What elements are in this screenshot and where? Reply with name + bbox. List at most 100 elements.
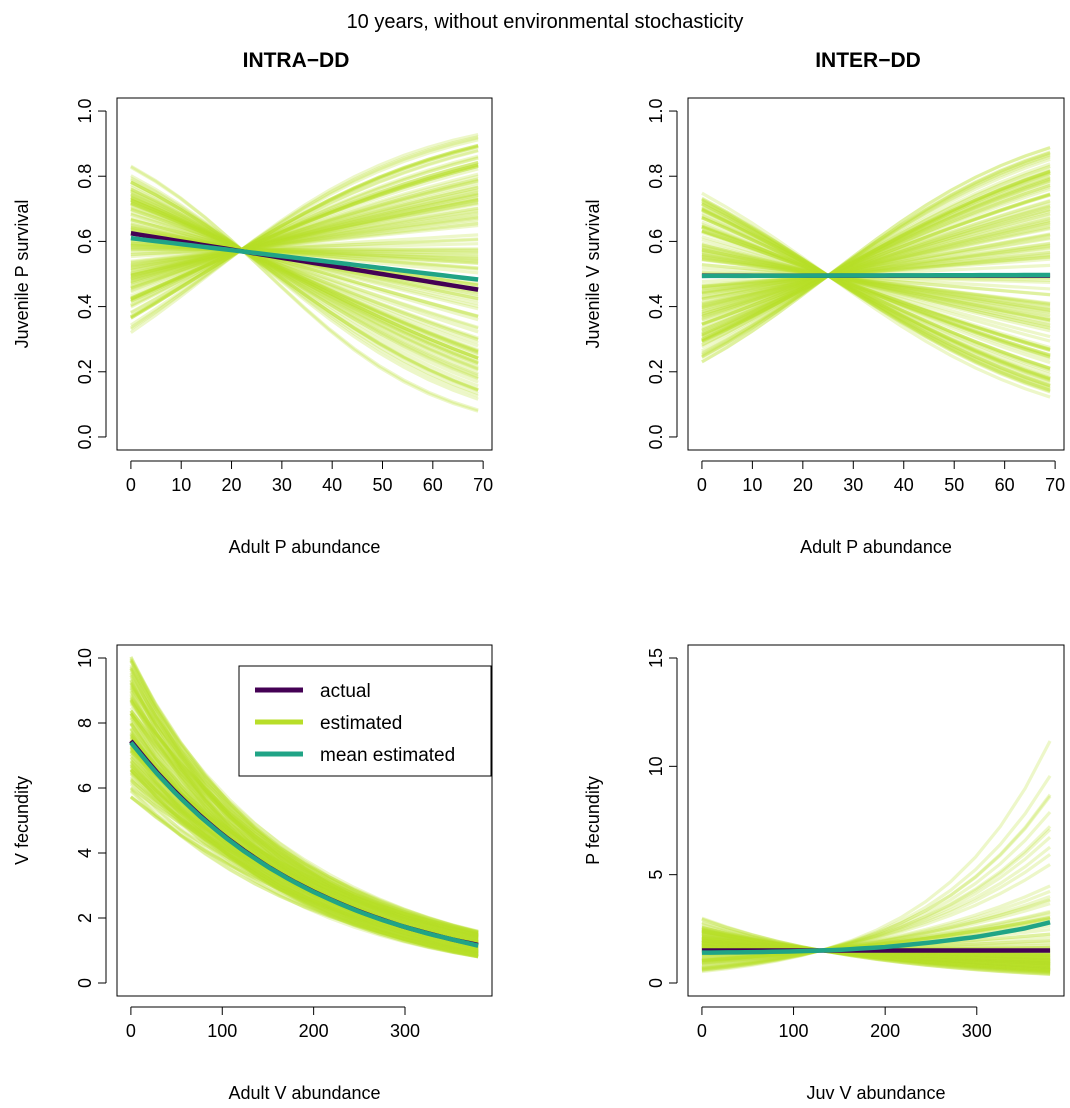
- estimated-curve: [130, 210, 479, 270]
- estimated-curve: [130, 167, 479, 298]
- y-tick-label: 10: [646, 756, 666, 776]
- y-tick-label: 0.4: [646, 294, 666, 319]
- estimated-curve: [701, 894, 1051, 966]
- x-axis-label: Juv V abundance: [806, 1083, 945, 1103]
- estimated-curve: [701, 919, 1051, 962]
- estimated-curve: [701, 171, 1051, 341]
- estimated-curve: [130, 191, 479, 281]
- estimated-curve: [701, 929, 1051, 972]
- estimated-curve: [129, 746, 479, 957]
- estimated-curve: [130, 198, 479, 360]
- estimated-curve: [130, 201, 479, 354]
- estimated-curve: [129, 680, 479, 957]
- estimated-curve: [129, 710, 479, 939]
- estimated-curve: [130, 163, 479, 301]
- estimated-curve: [701, 205, 1051, 318]
- estimated-curve: [129, 765, 479, 934]
- estimated-curve: [701, 935, 1051, 968]
- estimated-curve: [130, 185, 479, 285]
- x-tick-label: 30: [843, 475, 863, 495]
- actual-curve: [130, 231, 479, 292]
- estimated-curve: [129, 761, 479, 951]
- estimated-curve: [701, 216, 1051, 370]
- estimated-curve: [129, 687, 479, 936]
- x-tick-label: 60: [423, 475, 443, 495]
- estimated-curve: [701, 193, 1051, 326]
- estimated-curve: [701, 924, 1051, 974]
- estimated-curve: [701, 941, 1051, 963]
- y-tick-label: 8: [75, 718, 95, 728]
- estimated-curve: [701, 897, 1051, 965]
- estimated-curve: [129, 709, 479, 944]
- estimated-curve: [130, 246, 479, 255]
- estimated-curve: [701, 202, 1051, 387]
- x-tick-label: 40: [894, 475, 914, 495]
- estimated-curve: [130, 214, 479, 269]
- panel-v-fecundity: 0 100 200 300 Adult V abundance 0 2 4 6 8 10 V fecu…: [12, 644, 493, 1103]
- estimated-curve: [129, 756, 479, 940]
- estimated-curve: [701, 938, 1051, 966]
- estimated-curve: [701, 253, 1051, 313]
- estimated-curve: [130, 156, 479, 307]
- estimated-curve: [130, 187, 479, 381]
- estimated-curve: [701, 917, 1051, 962]
- estimated-curve: [701, 936, 1051, 967]
- estimated-curve: [701, 243, 1051, 330]
- estimated-curve: [130, 192, 479, 371]
- estimated-curve: [130, 208, 479, 271]
- estimated-curve: [701, 193, 1051, 326]
- estimated-curve: [701, 254, 1051, 312]
- estimated-curve: [701, 930, 1051, 971]
- y-tick-label: 0.4: [75, 294, 95, 319]
- estimated-curve: [701, 942, 1051, 962]
- estimated-curve: [701, 925, 1051, 974]
- x-tick-label: 70: [1045, 475, 1065, 495]
- y-tick-label: 0.2: [646, 359, 666, 384]
- estimated-curve: [701, 935, 1051, 968]
- estimated-curve: [701, 251, 1051, 317]
- estimated-curve: [701, 216, 1051, 370]
- estimated-curve: [701, 237, 1051, 299]
- estimated-curve: [129, 795, 479, 948]
- estimated-curve: [130, 160, 479, 304]
- estimated-curve: [130, 193, 479, 280]
- estimated-curve: [130, 243, 479, 261]
- legend-label-estimated: estimated: [320, 713, 402, 734]
- estimated-curve: [701, 939, 1051, 965]
- estimated-curve: [129, 768, 479, 950]
- plot-lines: [701, 740, 1052, 976]
- estimated-curve: [701, 204, 1051, 319]
- estimated-curve: [129, 741, 479, 939]
- estimated-curve: [129, 756, 479, 955]
- estimated-curve: [701, 258, 1051, 305]
- estimated-curve: [130, 189, 479, 377]
- estimated-curve: [701, 224, 1051, 359]
- estimated-curve: [130, 223, 479, 263]
- estimated-curve: [701, 208, 1051, 380]
- estimated-curve: [701, 229, 1051, 351]
- estimated-curve: [130, 195, 479, 366]
- estimated-curve: [701, 917, 1051, 976]
- estimated-curve: [701, 940, 1051, 964]
- estimated-curve: [701, 245, 1051, 327]
- estimated-curve: [129, 733, 479, 957]
- estimated-curve: [129, 766, 479, 936]
- estimated-curve: [701, 151, 1051, 359]
- estimated-curve: [701, 912, 1051, 963]
- estimated-curve: [130, 192, 479, 372]
- estimated-curve: [129, 746, 479, 933]
- estimated-curve: [130, 163, 479, 302]
- estimated-curve: [130, 223, 479, 306]
- estimated-curve: [129, 658, 479, 953]
- estimated-curve: [701, 255, 1051, 288]
- estimated-curve: [701, 169, 1051, 343]
- estimated-curve: [129, 690, 479, 958]
- y-tick-label: 2: [75, 913, 95, 923]
- x-tick-label: 20: [793, 475, 813, 495]
- estimated-curve: [130, 221, 479, 311]
- estimated-curve: [701, 222, 1051, 307]
- column-header-inter: INTER−DD: [815, 49, 921, 72]
- estimated-curve: [701, 209, 1051, 315]
- estimated-curve: [130, 174, 479, 401]
